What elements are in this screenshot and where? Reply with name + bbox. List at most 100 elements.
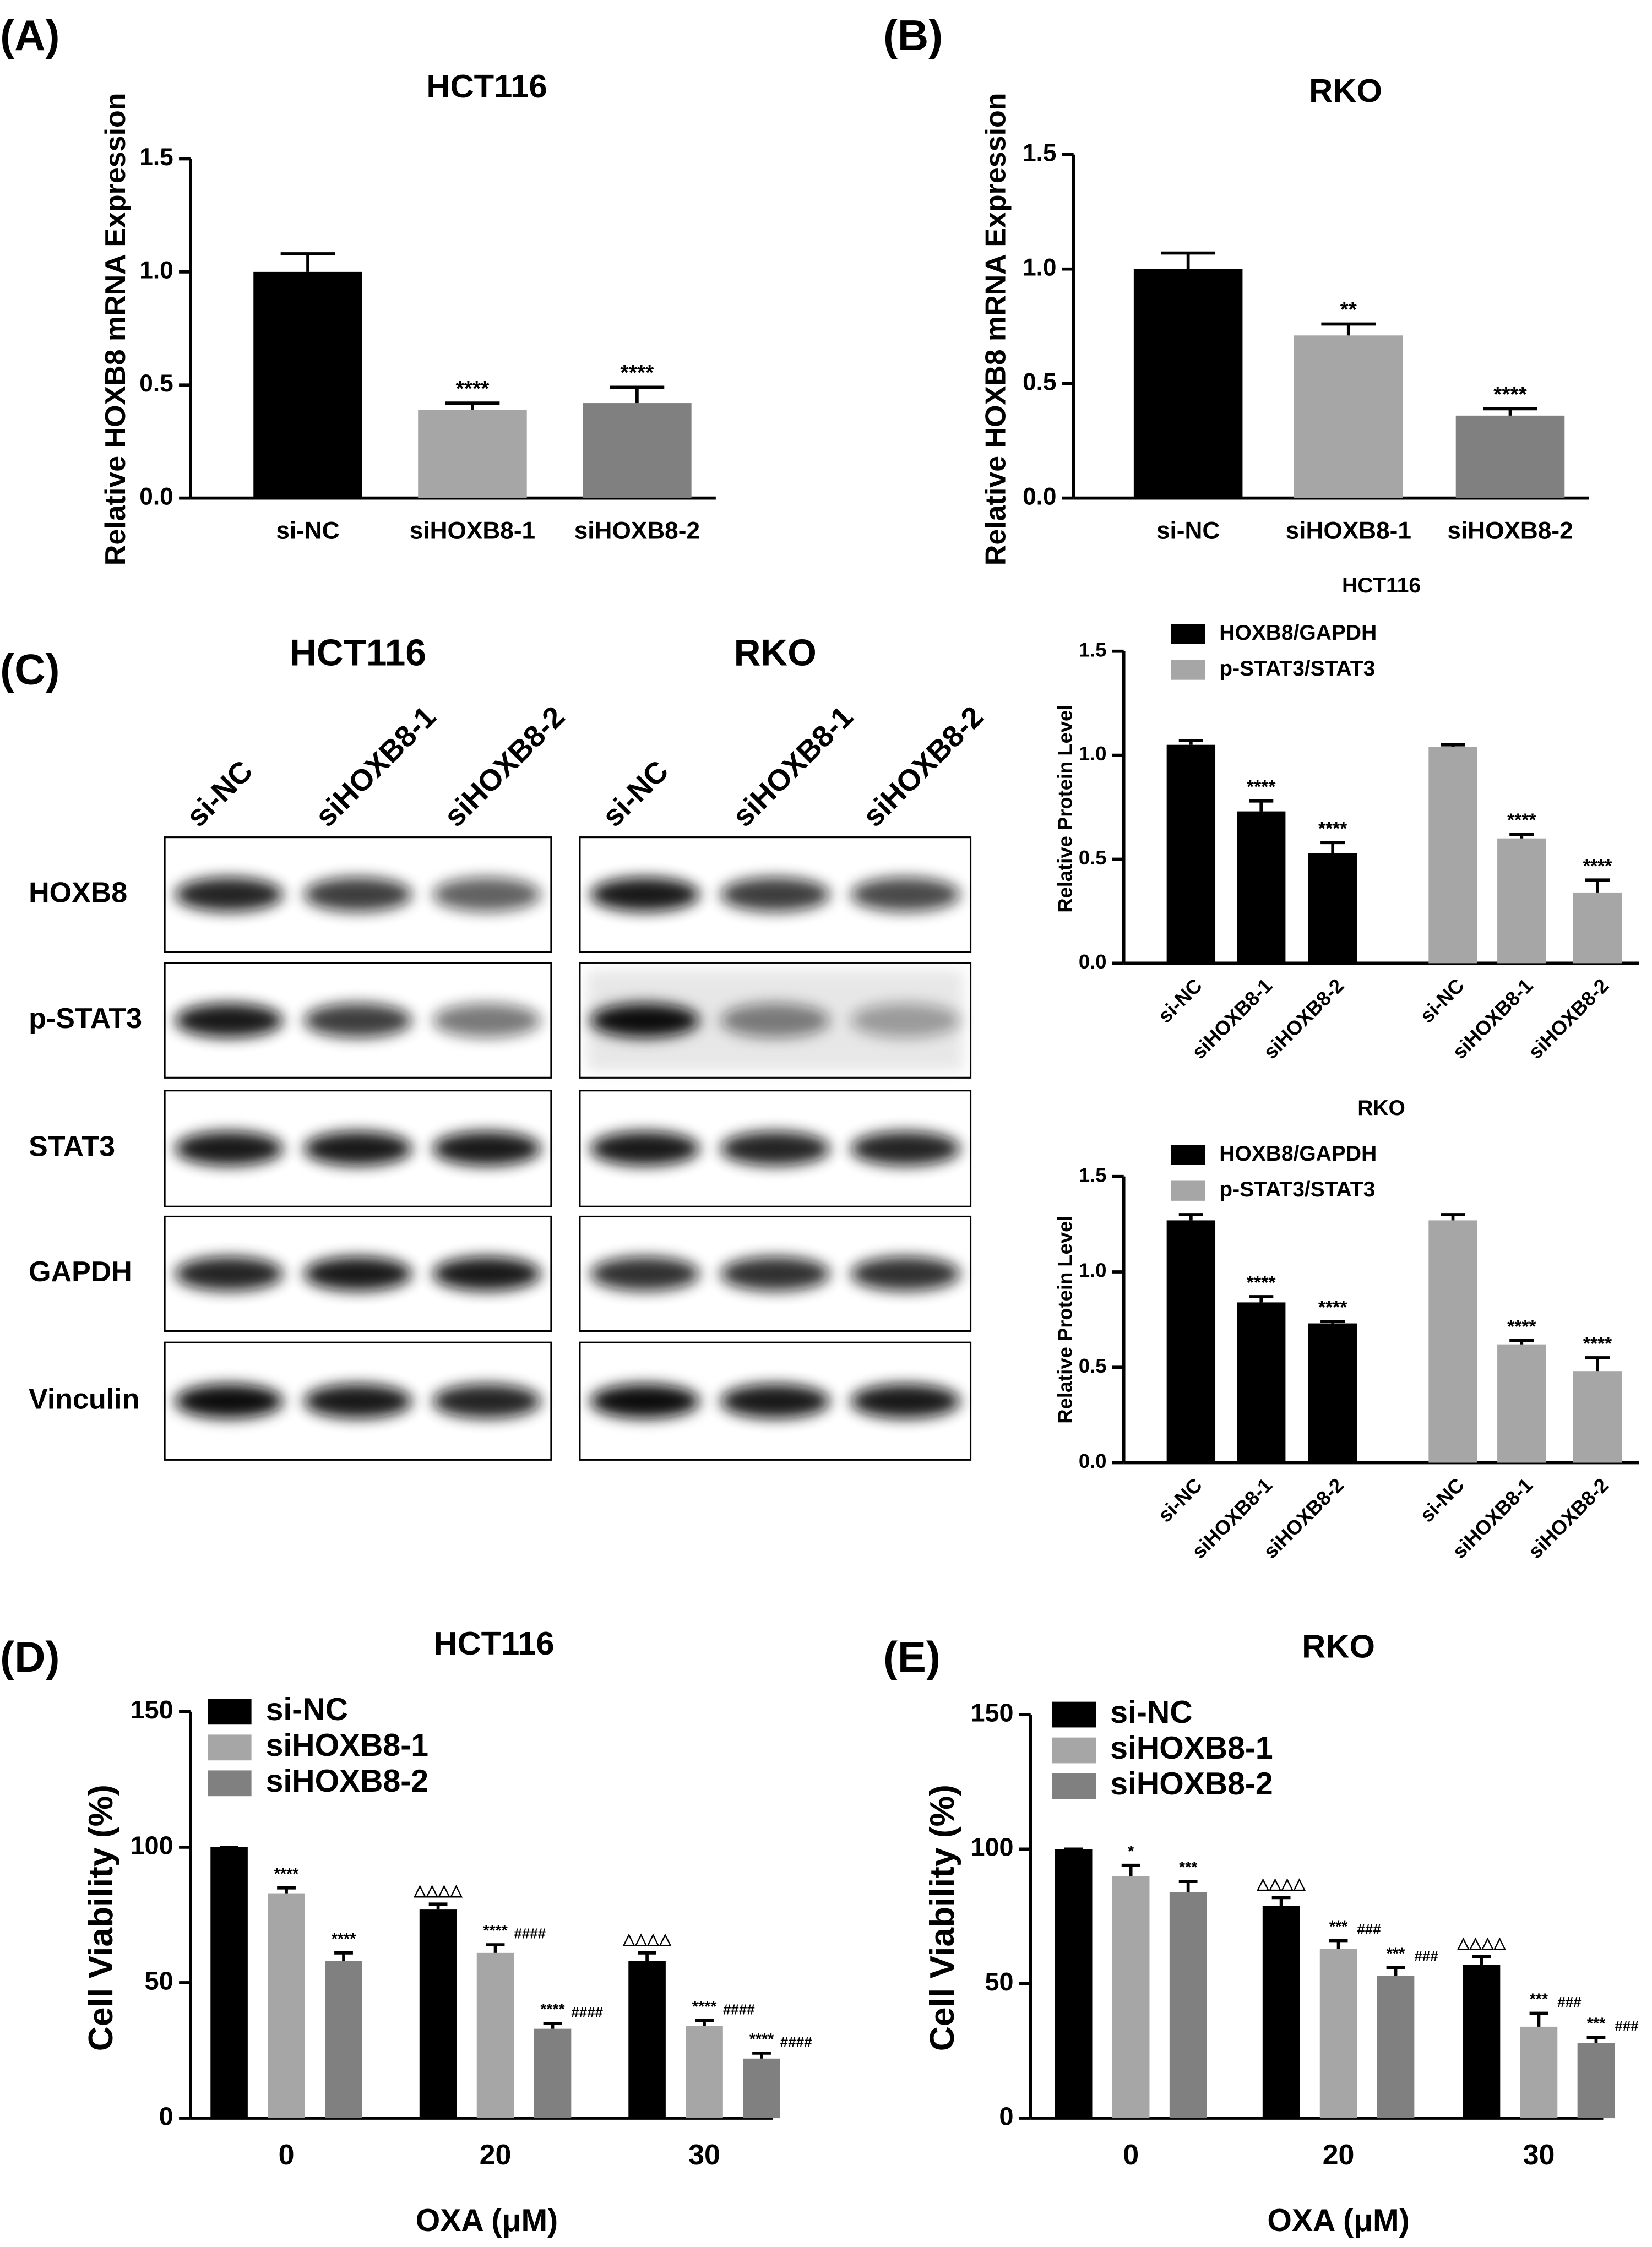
blot-band [850,1256,960,1291]
annotation: **** [1493,383,1528,406]
panel-label: (B) [883,11,943,59]
y-tick-label: 0.0 [1079,950,1107,973]
blot-band [590,1003,700,1038]
error-bar [1161,251,1216,269]
bar [1573,892,1622,964]
error-bar [428,1902,448,1910]
legend-label: HOXB8/GAPDH [1219,1142,1377,1166]
bar [1308,853,1357,964]
annotation: △△△△ [1257,1875,1307,1892]
panel-label: (E) [883,1633,941,1681]
legend-swatch [208,1734,252,1761]
legend-swatch [1171,1145,1205,1165]
annotation: △△△△ [1457,1934,1507,1952]
cell-line-title: RKO [734,632,817,673]
protein-label: HOXB8 [29,877,127,908]
legend-label: si-NC [266,1692,348,1727]
blot-band [590,1131,700,1166]
bar [253,271,362,498]
bar [1166,1220,1216,1463]
legend-label: si-NC [1110,1695,1192,1730]
error-bar [1271,1896,1291,1906]
blot-band [303,1131,412,1166]
chart-title: RKO [1302,1628,1375,1664]
error-bar [752,2052,771,2059]
legend-swatch [208,1699,252,1725]
y-tick-label: 1.5 [1023,139,1056,166]
panel-label: (C) [0,645,59,693]
bar [1455,415,1565,498]
y-tick-label: 0.5 [139,370,173,397]
annotation: *** [1587,2015,1606,2033]
annotation-secondary: ### [1557,1994,1582,2010]
x-tick-label: si-NC [1415,974,1468,1027]
annotation: **** [540,2001,565,2019]
error-bar [543,2021,562,2029]
annotation: *** [1530,1991,1548,2009]
y-tick-label: 0.5 [1079,1354,1107,1377]
x-axis-label: OXA (μM) [416,2203,558,2238]
error-bar [1441,1213,1465,1221]
annotation: **** [1318,1297,1347,1318]
legend-swatch [1171,1180,1205,1201]
x-tick-label: siHOXB8-2 [574,518,700,545]
x-tick-label: siHOXB8-2 [1524,1473,1613,1563]
annotation: **** [483,1922,508,1940]
chart-title: HCT116 [433,1625,554,1662]
legend-swatch [1052,1773,1096,1799]
x-tick-label: 20 [480,2139,512,2171]
error-bar [1329,1939,1348,1949]
annotation: **** [1583,1333,1612,1354]
annotation: **** [621,361,655,385]
chart-title: HCT116 [426,68,547,105]
x-tick-label: 30 [688,2139,720,2171]
blot-band [720,1131,830,1166]
protein-label: Vinculin [29,1384,139,1416]
y-tick-label: 50 [145,1966,173,1995]
bar [418,410,527,498]
legend-swatch [1052,1701,1096,1728]
error-bar [1441,743,1465,747]
blot-band [850,1003,960,1038]
legend-label: p-STAT3/STAT3 [1219,657,1375,681]
chart-title: RKO [1309,72,1382,109]
bar [1169,1892,1207,2119]
annotation: ** [1340,298,1357,322]
legend-label: HOXB8/GAPDH [1219,621,1377,645]
error-bar [610,385,665,404]
legend-swatch [1171,624,1205,644]
blot-band [720,1256,830,1291]
bar [1428,1220,1477,1463]
error-bar [1483,407,1537,416]
error-bar [277,1886,296,1894]
error-bar [1529,2011,1548,2027]
blot-band [432,1384,541,1418]
bar [1497,1344,1546,1463]
y-tick-label: 0 [999,2102,1014,2130]
legend-swatch [208,1770,252,1797]
bar [1262,1905,1300,2119]
bar [1319,1949,1357,2119]
y-tick-label: 1.0 [1079,1259,1107,1282]
error-bar [1121,1863,1140,1876]
bar [1112,1876,1150,2119]
bar [1133,269,1243,498]
error-bar [1585,1356,1610,1372]
x-axis-label: OXA (μM) [1267,2203,1409,2238]
bar [686,2026,723,2119]
y-tick-label: 100 [970,1833,1013,1862]
blot-band [432,1256,541,1291]
y-tick-label: 0.0 [1079,1450,1107,1472]
protein-label: GAPDH [29,1256,132,1288]
bar [1308,1323,1357,1463]
error-bar [695,2019,714,2026]
blot-band [590,1256,700,1291]
lane-label: si-NC [180,754,259,833]
bar [1463,1965,1501,2119]
annotation: **** [1507,810,1536,831]
legend-label: siHOXB8-1 [266,1728,428,1763]
error-bar [1249,799,1274,812]
bar [1428,747,1477,964]
protein-label: STAT3 [29,1131,115,1163]
legend-label: siHOXB8-1 [1110,1731,1273,1766]
